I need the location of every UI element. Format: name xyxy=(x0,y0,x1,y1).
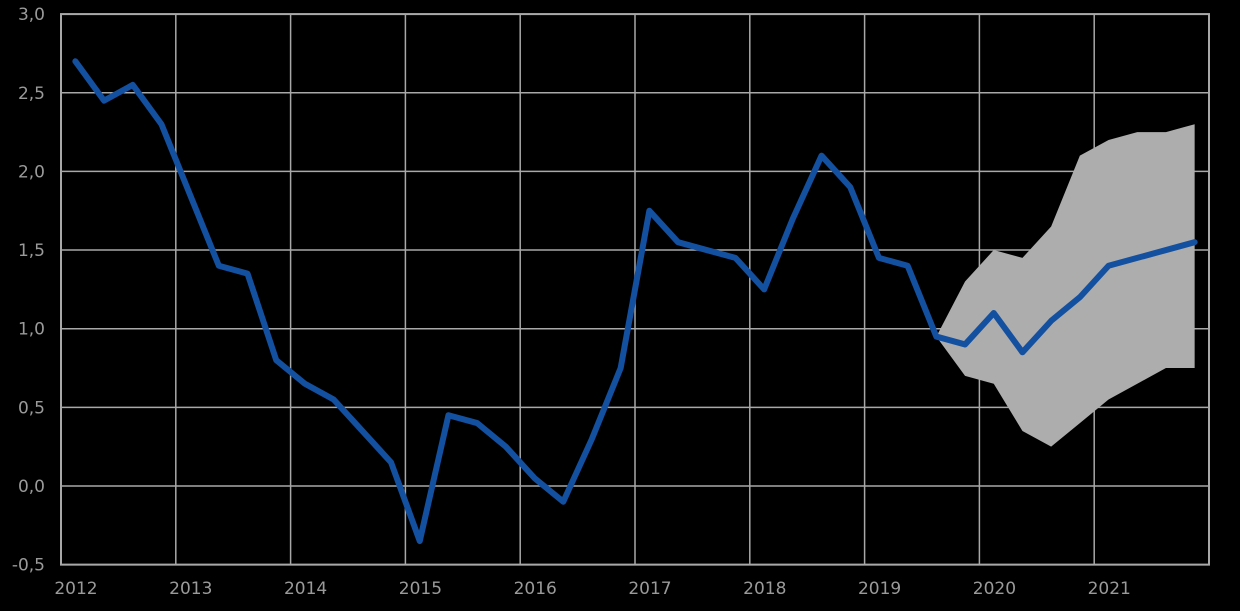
y-tick-label: 1,5 xyxy=(18,241,45,261)
x-tick-label: 2012 xyxy=(54,579,97,599)
y-tick-label: 3,0 xyxy=(18,5,45,25)
y-tick-label: -0,5 xyxy=(12,556,45,576)
data-line xyxy=(72,58,1198,545)
y-tick-label: 0,0 xyxy=(18,477,45,497)
x-tick-label: 2018 xyxy=(743,579,786,599)
x-tick-label: 2021 xyxy=(1088,579,1131,599)
y-tick-label: 2,0 xyxy=(18,162,45,182)
x-tick-label: 2016 xyxy=(514,579,557,599)
forecast-uncertainty-band xyxy=(936,124,1195,447)
plot-border xyxy=(60,13,1210,566)
x-tick-label: 2017 xyxy=(628,579,671,599)
y-tick-label: 2,5 xyxy=(18,84,45,104)
x-tick-label: 2015 xyxy=(399,579,442,599)
y-tick-label: 1,0 xyxy=(18,320,45,340)
x-tick-label: 2019 xyxy=(858,579,901,599)
y-tick-label: 0,5 xyxy=(18,398,45,418)
x-tick-label: 2014 xyxy=(284,579,327,599)
x-tick-label: 2013 xyxy=(169,579,212,599)
x-tick-label: 2020 xyxy=(973,579,1016,599)
